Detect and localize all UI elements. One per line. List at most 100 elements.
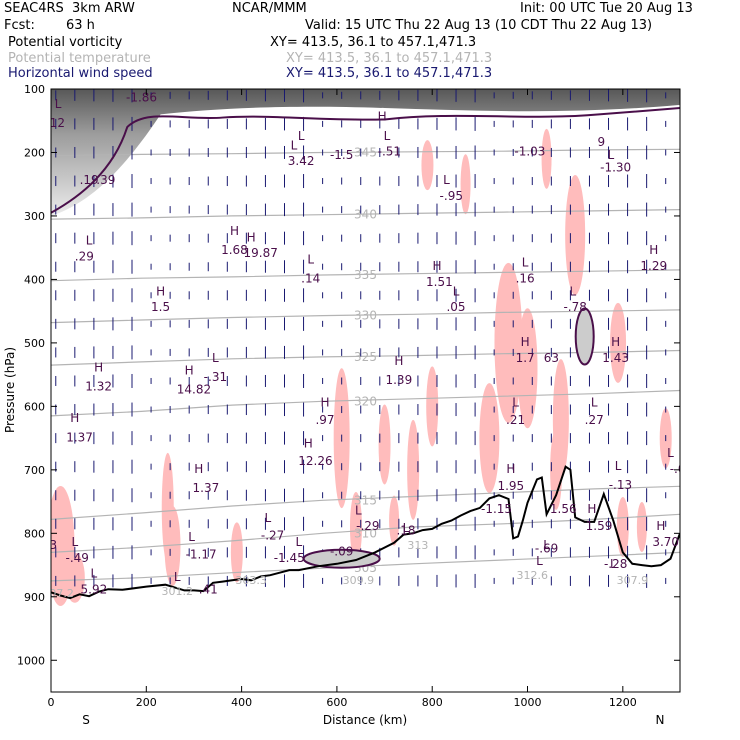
pv-extremum-label: 5.92 [81,583,108,597]
pv-extremum-label: L [569,284,576,298]
pv-extremum-label: 9 [598,135,606,149]
pv-extremum-label: .14 [301,272,320,286]
theta-value-label: 307.9 [617,574,649,587]
pv-extremum-label: .39 [96,173,115,187]
x-axis-label: Distance (km) [323,713,407,727]
theta-contour-label: 320 [354,394,377,408]
pv-extremum-label: 1.37 [193,481,220,495]
pv-contour-tropopause [51,107,680,214]
pv-extremum-label: -.0 [670,462,686,476]
pv-extremum-label: L [86,234,93,248]
theta-contour [51,485,680,520]
legend-pv-name: Potential vorticity [8,35,123,50]
pv-fill-patch [565,174,586,295]
theta-contour [51,269,680,282]
pv-fill-patch [479,383,500,494]
pv-extremum-label: H [230,224,239,238]
y-tick-label: 600 [24,400,45,413]
pv-extremum-label: L [403,521,410,535]
pv-extremum-label: L [667,446,674,460]
pv-extremum-label: 1.32 [85,380,112,394]
pv-extremum-label: H [378,110,387,124]
pv-extremum-label: .29 [75,249,94,263]
pv-extremum-label: -.31 [204,370,227,384]
stratosphere-pv-shading [51,89,680,216]
pv-extremum-label: -1.45 [274,551,305,565]
theta-value-label: 313 [407,539,428,552]
pv-extremum-label: L [543,538,550,552]
pv-extremum-label: 63 [544,351,559,365]
pv-extremum-label: -.09 [330,545,353,559]
pv-extremum-label: H [247,230,256,244]
y-tick-label: 400 [24,273,45,286]
theta-contour-label: 315 [354,493,377,507]
pv-extremum-label: H [320,395,329,409]
pv-fill-patch [426,366,439,447]
pv-extremum-label: H [70,411,79,425]
pv-fill-patch [517,308,538,429]
pv-extremum-label: H [185,364,194,378]
pv-extremum-label: -.95 [440,189,463,203]
pv-extremum-label: .97 [315,413,334,427]
x-tick-label: 0 [48,696,55,709]
theta-contour [51,309,680,324]
theta-contour [51,148,680,157]
pv-fill-patch [421,140,434,191]
valid-time: Valid: 15 UTC Thu 22 Aug 13 (10 CDT Thu … [305,18,653,33]
legend-wind-name: Horizontal wind speed [8,66,153,81]
pv-extremum-label: .16 [516,272,535,286]
pv-extremum-label: -1.15 [481,502,512,516]
pv-fill-patch [389,495,400,546]
y-tick-label: 900 [24,591,45,604]
y-tick-label: 500 [24,337,45,350]
pv-extremum-label: L [355,503,362,517]
terrain-profile [51,465,680,600]
pv-extremum-label: L [384,129,391,143]
pv-fill-patch [230,522,243,583]
pv-extremum-label: -1.03 [514,145,545,159]
pv-extremum-label: 3.70 [652,535,679,549]
pv-extremum-label: L [188,530,195,544]
pv-extremum-label: L [71,535,78,549]
pv-extremum-label: -.28 [604,557,627,571]
pv-extremum-label: L [522,256,529,270]
pv-extremum-label: H [194,462,203,476]
pv-extremum-label: L [608,148,615,162]
theta-value-label: 312.6 [517,569,549,582]
pv-extremum-label: L [615,459,622,473]
init-time: Init: 00 UTC Tue 20 Aug 13 [520,1,693,16]
north-end-label: N [656,713,665,727]
center-label: NCAR/MMM [232,1,307,16]
pv-extremum-label: -.13 [609,478,632,492]
theta-contour-label: 345 [354,145,377,159]
pv-extremum-label: 12.26 [298,454,332,468]
x-tick-label: 200 [136,696,157,709]
theta-value-label: 301.2 [162,585,194,598]
pv-extremum-label: 1.59 [586,519,613,533]
pv-extremum-label: 1.68 [221,243,248,257]
pv-extremum-label: .05 [446,300,465,314]
pv-fill-patch [164,506,181,587]
pv-extremum-label: H [156,284,165,298]
pv-extremum-label: 3.42 [288,154,315,168]
pv-extremum-label: L [443,173,450,187]
pv-extremum-label: -.78 [563,300,586,314]
y-tick-label: 300 [24,210,45,223]
pv-extremum-label: 3 [50,538,58,552]
pv-fill-patch [460,154,471,215]
pv-fill-patch [616,496,629,557]
y-tick-label: 700 [24,464,45,477]
pv-extremum-label: L [174,570,181,584]
pv-extremum-label: .27 [585,413,604,427]
pv-extremum-label: 1.95 [497,479,524,493]
theta-value-label: 309.9 [343,574,375,587]
pv-extremum-label: H [304,437,313,451]
pv-extremum-label: L [453,284,460,298]
pv-extremum-label: -1.17 [186,548,217,562]
pv-extremum-label: 1.5 [151,300,170,314]
pv-fill-patch [407,419,420,520]
forecast-hour: 63 h [66,18,95,33]
pv-extremum-label: L [291,138,298,152]
pv-extremum-label: L [295,535,302,549]
